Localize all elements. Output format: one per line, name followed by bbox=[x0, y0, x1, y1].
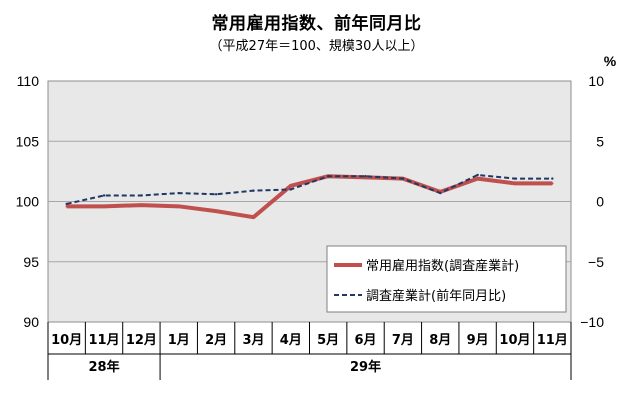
series-line-index bbox=[66, 174, 553, 220]
data-point-yoy bbox=[252, 189, 255, 192]
y-tick-label-right: −5 bbox=[588, 254, 604, 270]
year-group-label: 28年 bbox=[88, 359, 119, 375]
data-point-yoy bbox=[289, 188, 293, 191]
legend: 常用雇用指数(調査産業計) 調査産業計(前年同月比) bbox=[326, 245, 567, 313]
y-tick-label-left: 100 bbox=[16, 194, 40, 210]
data-point-yoy bbox=[551, 177, 554, 180]
x-tick-label: 5月 bbox=[317, 333, 339, 348]
x-tick-label: 8月 bbox=[429, 333, 451, 348]
data-point-index bbox=[65, 205, 68, 208]
data-point-yoy bbox=[401, 177, 405, 180]
data-point-index bbox=[252, 215, 255, 219]
chart-title: 常用雇用指数、前年同月比 bbox=[211, 14, 422, 34]
x-tick-label: 10月 bbox=[51, 333, 82, 348]
y-tick-label-right: −10 bbox=[580, 314, 604, 330]
y-tick-label-right: 10 bbox=[588, 73, 604, 89]
data-point-index bbox=[513, 182, 517, 185]
y-tick-label-left: 110 bbox=[17, 73, 40, 89]
x-tick-label: 9月 bbox=[467, 333, 489, 348]
data-point-yoy bbox=[65, 202, 68, 206]
y-tick-label-left: 95 bbox=[23, 254, 39, 270]
data-point-yoy bbox=[326, 174, 330, 178]
y-tick-label-right: 5 bbox=[596, 133, 604, 149]
year-group-label: 29年 bbox=[350, 359, 381, 375]
legend-label-index: 常用雇用指数(調査産業計) bbox=[366, 258, 519, 274]
x-tick-label: 10月 bbox=[499, 333, 530, 348]
x-tick-label: 7月 bbox=[392, 333, 414, 348]
x-tick-label: 11月 bbox=[537, 333, 568, 348]
right-axis-unit: % bbox=[604, 53, 617, 69]
data-point-index bbox=[214, 209, 218, 213]
y-tick-label-right: 0 bbox=[596, 194, 604, 210]
data-point-yoy bbox=[140, 194, 143, 197]
chart-subtitle: （平成27年＝100、規模30人以上） bbox=[209, 39, 424, 54]
data-point-index bbox=[476, 177, 479, 180]
x-tick-label: 4月 bbox=[280, 333, 302, 348]
x-tick-label: 12月 bbox=[126, 333, 157, 348]
data-point-index bbox=[177, 205, 180, 208]
data-point-yoy bbox=[513, 177, 517, 180]
series-line-yoy bbox=[66, 173, 553, 205]
data-point-yoy bbox=[214, 193, 218, 196]
y-tick-label-left: 90 bbox=[23, 314, 39, 330]
legend-label-yoy: 調査産業計(前年同月比) bbox=[366, 288, 506, 304]
data-point-yoy bbox=[364, 174, 367, 178]
data-point-index bbox=[551, 182, 554, 185]
data-point-index bbox=[289, 184, 293, 188]
data-point-yoy bbox=[476, 173, 479, 177]
y-tick-label-left: 105 bbox=[16, 133, 40, 149]
x-tick-label: 6月 bbox=[355, 333, 377, 348]
data-point-yoy bbox=[439, 191, 442, 195]
legend-box bbox=[326, 245, 567, 313]
data-point-index bbox=[102, 205, 106, 208]
x-tick-label: 2月 bbox=[205, 333, 227, 348]
x-tick-label: 3月 bbox=[242, 333, 264, 348]
x-tick-label: 11月 bbox=[88, 333, 119, 348]
data-point-yoy bbox=[177, 191, 180, 195]
data-point-index bbox=[140, 203, 143, 207]
x-tick-label: 1月 bbox=[168, 333, 190, 348]
data-point-yoy bbox=[102, 194, 106, 197]
